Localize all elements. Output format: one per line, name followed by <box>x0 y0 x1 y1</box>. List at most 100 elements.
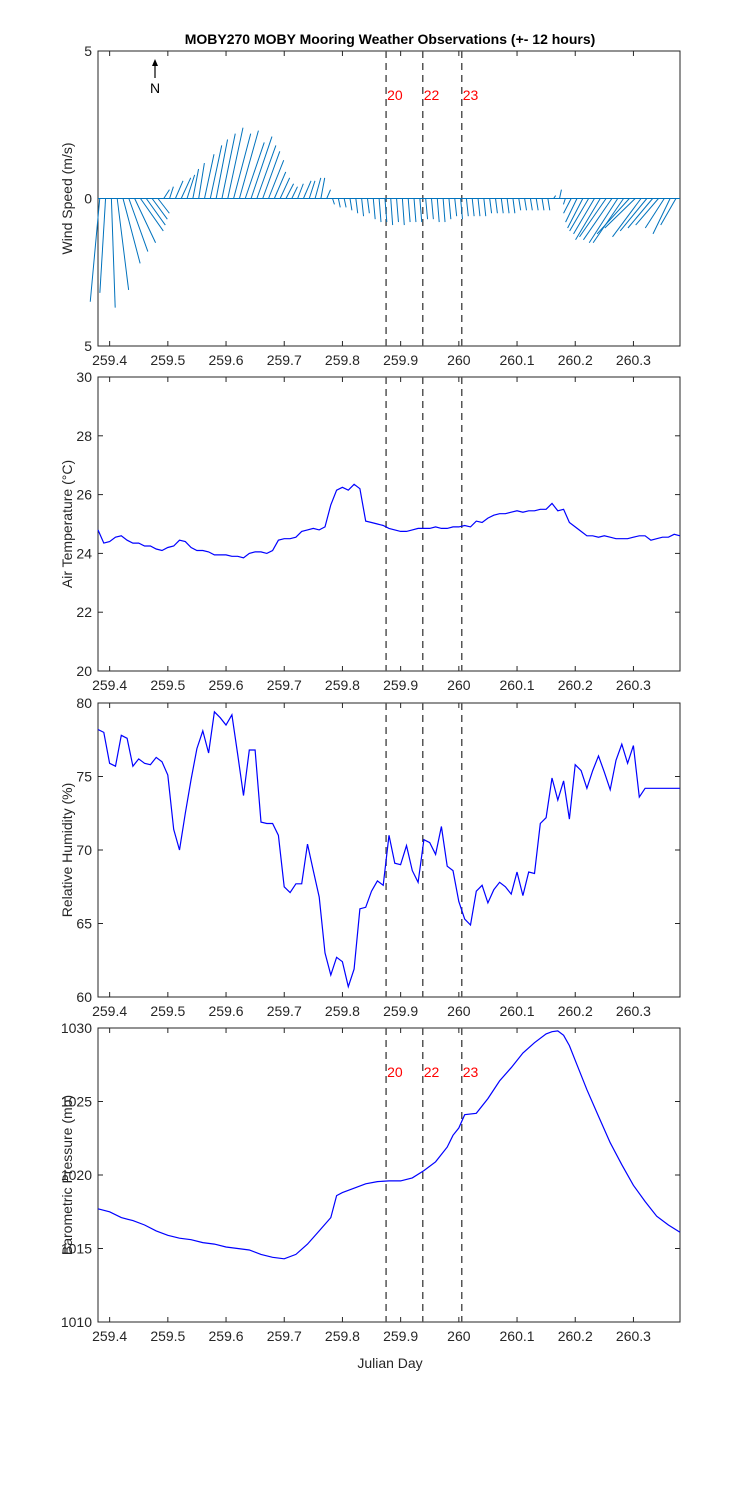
panels: 259.4 259.5 259.6 259.7 259.8 259.9 260 260.1 26… <box>59 43 681 1344</box>
x-tick-label: 259.7 <box>267 677 302 693</box>
wind-vector <box>518 198 522 211</box>
y-tick-label: 1010 <box>61 1314 92 1330</box>
x-tick-label: 259.6 <box>209 1328 244 1344</box>
x-axis-label: Julian Day <box>357 1355 422 1371</box>
wind-vector <box>151 198 168 220</box>
air_temp-panel: 259.4 259.5 259.6 259.7 259.8 259.9 260 260.1 26… <box>59 369 681 693</box>
x-tick-label: 259.4 <box>92 352 127 368</box>
wind-vector <box>619 198 648 232</box>
wind-vector <box>448 198 452 220</box>
wind-vector <box>588 198 619 244</box>
wind-vector <box>227 127 244 199</box>
x-tick-label: 260.3 <box>616 1328 651 1344</box>
wind-vector <box>559 189 562 199</box>
event-marker-label: 23 <box>463 87 479 103</box>
wind-vector <box>390 198 394 226</box>
wind-vector <box>89 198 101 302</box>
x-tick-label: 260.2 <box>558 677 593 693</box>
wind-vector <box>579 198 607 238</box>
x-tick-label: 259.6 <box>209 677 244 693</box>
wind-vector <box>268 159 285 199</box>
wind-vector <box>567 198 584 229</box>
wind-vector <box>500 198 504 214</box>
y-tick-label: 65 <box>76 916 92 932</box>
x-tick-label: 260 <box>447 1328 471 1344</box>
wind-vector <box>396 198 399 223</box>
wind-vector <box>320 177 326 199</box>
y-tick-label: 20 <box>76 663 92 679</box>
event-marker-label: 23 <box>463 1064 479 1080</box>
wind-vector <box>285 183 295 199</box>
wind-vector <box>198 163 205 199</box>
wind-vector <box>215 139 229 199</box>
wind-vector <box>524 198 527 211</box>
x-tick-label: 260.1 <box>500 1328 535 1344</box>
wind-vector <box>233 133 252 199</box>
wind-vector <box>652 198 671 235</box>
wind-vector <box>604 198 636 229</box>
x-tick-label: 260.2 <box>558 1003 593 1019</box>
wind-vector <box>575 198 601 241</box>
y-tick-label: 1025 <box>61 1094 92 1110</box>
wind-vector <box>116 198 130 291</box>
wind-vector <box>163 189 170 199</box>
x-tick-label: 259.4 <box>92 677 127 693</box>
x-tick-label: 259.5 <box>150 352 185 368</box>
x-tick-label: 259.9 <box>383 1003 418 1019</box>
y-tick-label: 0 <box>84 191 92 207</box>
y-tick-label: 22 <box>76 604 92 620</box>
wind-vector <box>419 198 423 223</box>
x-tick-label: 259.6 <box>209 1003 244 1019</box>
x-tick-label: 260.3 <box>616 677 651 693</box>
x-tick-label: 260.2 <box>558 352 593 368</box>
wind-vector <box>465 198 469 217</box>
y-tick-label: 1020 <box>61 1167 92 1183</box>
humidity-panel: 259.4 259.5 259.6 259.7 259.8 259.9 260 260.1 26… <box>59 695 681 1019</box>
y-tick-label: 75 <box>76 769 92 785</box>
x-tick-label: 260 <box>447 352 471 368</box>
wind-vector <box>192 168 200 199</box>
wind-vector <box>256 145 277 199</box>
wind-panel: 259.4 259.5 259.6 259.7 259.8 259.9 260 260.1 26… <box>59 43 681 368</box>
x-tick-label: 259.8 <box>325 1328 360 1344</box>
wind-vector <box>332 198 335 205</box>
wind-vector <box>454 198 458 217</box>
wind-vector <box>562 198 566 205</box>
wind-vector <box>565 198 578 223</box>
pressure-series-line <box>97 1030 681 1260</box>
x-tick-label: 259.5 <box>150 1328 185 1344</box>
x-tick-label: 259.8 <box>325 1003 360 1019</box>
y-tick-label: 70 <box>76 842 92 858</box>
event-marker-label: 22 <box>424 1064 440 1080</box>
wind-vector <box>128 198 149 252</box>
north-label: N <box>150 80 160 96</box>
event-marker-label: 22 <box>424 87 440 103</box>
x-tick-label: 260 <box>447 1003 471 1019</box>
wind-vector <box>529 198 533 211</box>
x-tick-label: 259.4 <box>92 1328 127 1344</box>
wind-vector <box>291 186 298 199</box>
wind-vector <box>541 198 545 211</box>
wind-vector <box>592 198 624 244</box>
wind-vector <box>186 174 196 199</box>
north-arrowhead-icon <box>152 59 158 66</box>
wind-vector <box>495 198 498 214</box>
y-tick-label: 26 <box>76 487 92 503</box>
wind-vector <box>337 198 341 208</box>
x-tick-label: 259.7 <box>267 352 302 368</box>
y-tick-label: 60 <box>76 989 92 1005</box>
x-tick-label: 259.5 <box>150 1003 185 1019</box>
wind-vector <box>262 151 281 199</box>
wind-vector <box>569 198 590 232</box>
wind-vector <box>361 198 365 217</box>
wind-vector <box>573 198 595 235</box>
wind-vector <box>221 133 236 199</box>
x-tick-label: 259.9 <box>383 352 418 368</box>
x-tick-label: 260.1 <box>500 677 535 693</box>
wind-vector <box>547 198 551 211</box>
x-tick-label: 260.1 <box>500 352 535 368</box>
wind-vector <box>627 198 654 229</box>
wind-vector <box>302 180 312 199</box>
wind-vector <box>635 198 659 226</box>
wind-vector <box>244 142 265 199</box>
